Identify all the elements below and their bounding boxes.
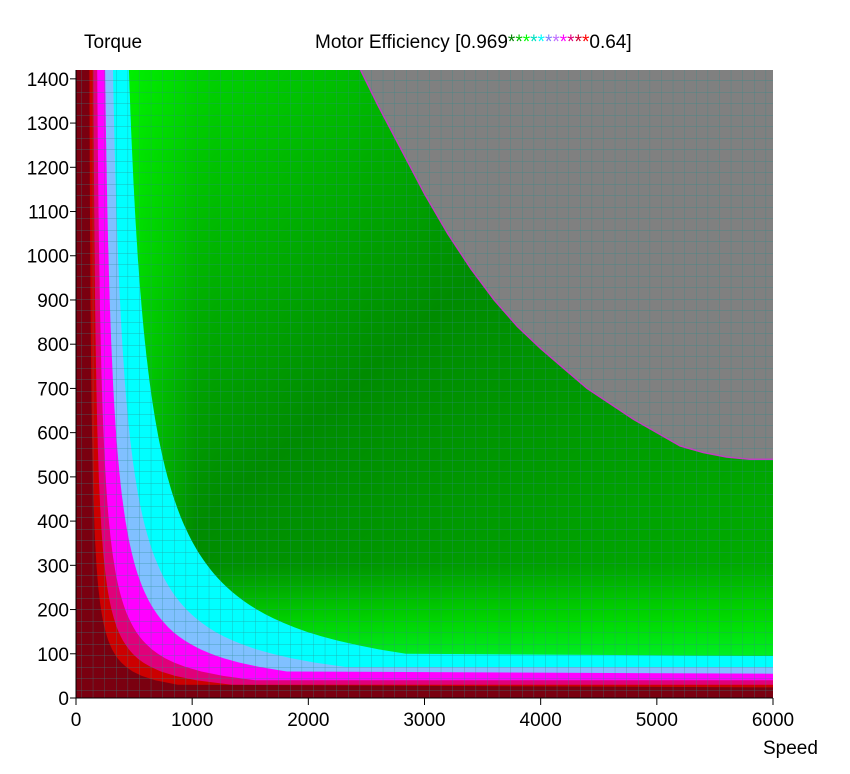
chart-title-suffix: 0.64] [589, 32, 631, 53]
y-tick-label: 800 [37, 335, 69, 356]
y-tick-label: 400 [37, 512, 69, 533]
legend-star: * [567, 32, 575, 53]
y-tick-label: 1300 [27, 114, 69, 135]
legend-star: * [523, 32, 531, 53]
y-tick-label: 300 [37, 556, 69, 577]
y-tick-label: 700 [37, 379, 69, 400]
legend-star: * [515, 32, 523, 53]
x-tick-label: 0 [71, 710, 82, 731]
legend-star: * [575, 32, 583, 53]
colorbar-legend: *********** [508, 32, 590, 53]
x-axis-label: Speed [763, 738, 818, 759]
legend-star: * [530, 32, 538, 53]
legend-star: * [508, 32, 516, 53]
y-tick-label: 0 [58, 689, 69, 710]
plot-area [76, 70, 773, 698]
y-tick-label: 600 [37, 424, 69, 445]
legend-star: * [560, 32, 568, 53]
y-axis: 0 100 200 300 400 500 600 700 800 900 1000 1100 1200… [27, 70, 77, 710]
y-tick-label: 900 [37, 291, 69, 312]
y-tick-label: 1000 [27, 247, 69, 268]
x-tick-label: 6000 [752, 710, 794, 731]
x-tick-label: 2000 [287, 710, 329, 731]
y-tick-label: 100 [37, 645, 69, 666]
x-tick-label: 5000 [636, 710, 678, 731]
x-axis: 0 1000 2000 3000 4000 5000 6000 [71, 697, 794, 731]
legend-star: * [552, 32, 560, 53]
y-tick-label: 500 [37, 468, 69, 489]
chart-title-prefix: Motor Efficiency [0.969 [315, 32, 508, 53]
chart-title: Motor Efficiency [0.969***********0.64] [315, 32, 632, 53]
x-tick-label: 3000 [403, 710, 445, 731]
legend-star: * [582, 32, 590, 53]
y-tick-label: 1100 [28, 203, 69, 224]
legend-star: * [538, 32, 546, 53]
x-tick-label: 4000 [520, 710, 562, 731]
y-axis-label: Torque [84, 32, 142, 53]
y-tick-label: 1400 [27, 70, 69, 91]
legend-star: * [545, 32, 553, 53]
grid-overlay [76, 70, 773, 698]
y-tick-label: 1200 [27, 158, 69, 179]
x-tick-label: 1000 [171, 710, 213, 731]
y-tick-label: 200 [37, 601, 69, 622]
torque-limit-curve [359, 70, 773, 460]
